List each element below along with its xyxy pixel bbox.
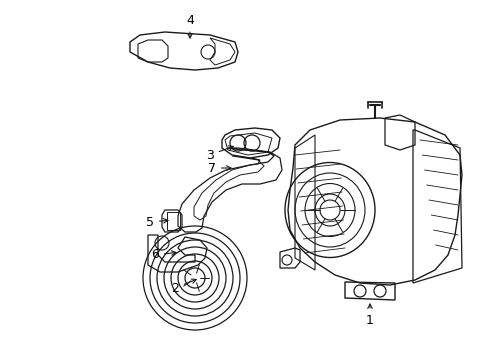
Text: 2: 2 [171, 279, 196, 294]
Text: 5: 5 [146, 216, 168, 229]
Text: 6: 6 [151, 248, 176, 261]
Text: 3: 3 [205, 146, 233, 162]
Text: 4: 4 [185, 14, 194, 38]
Text: 7: 7 [207, 162, 230, 175]
Text: 1: 1 [366, 304, 373, 327]
